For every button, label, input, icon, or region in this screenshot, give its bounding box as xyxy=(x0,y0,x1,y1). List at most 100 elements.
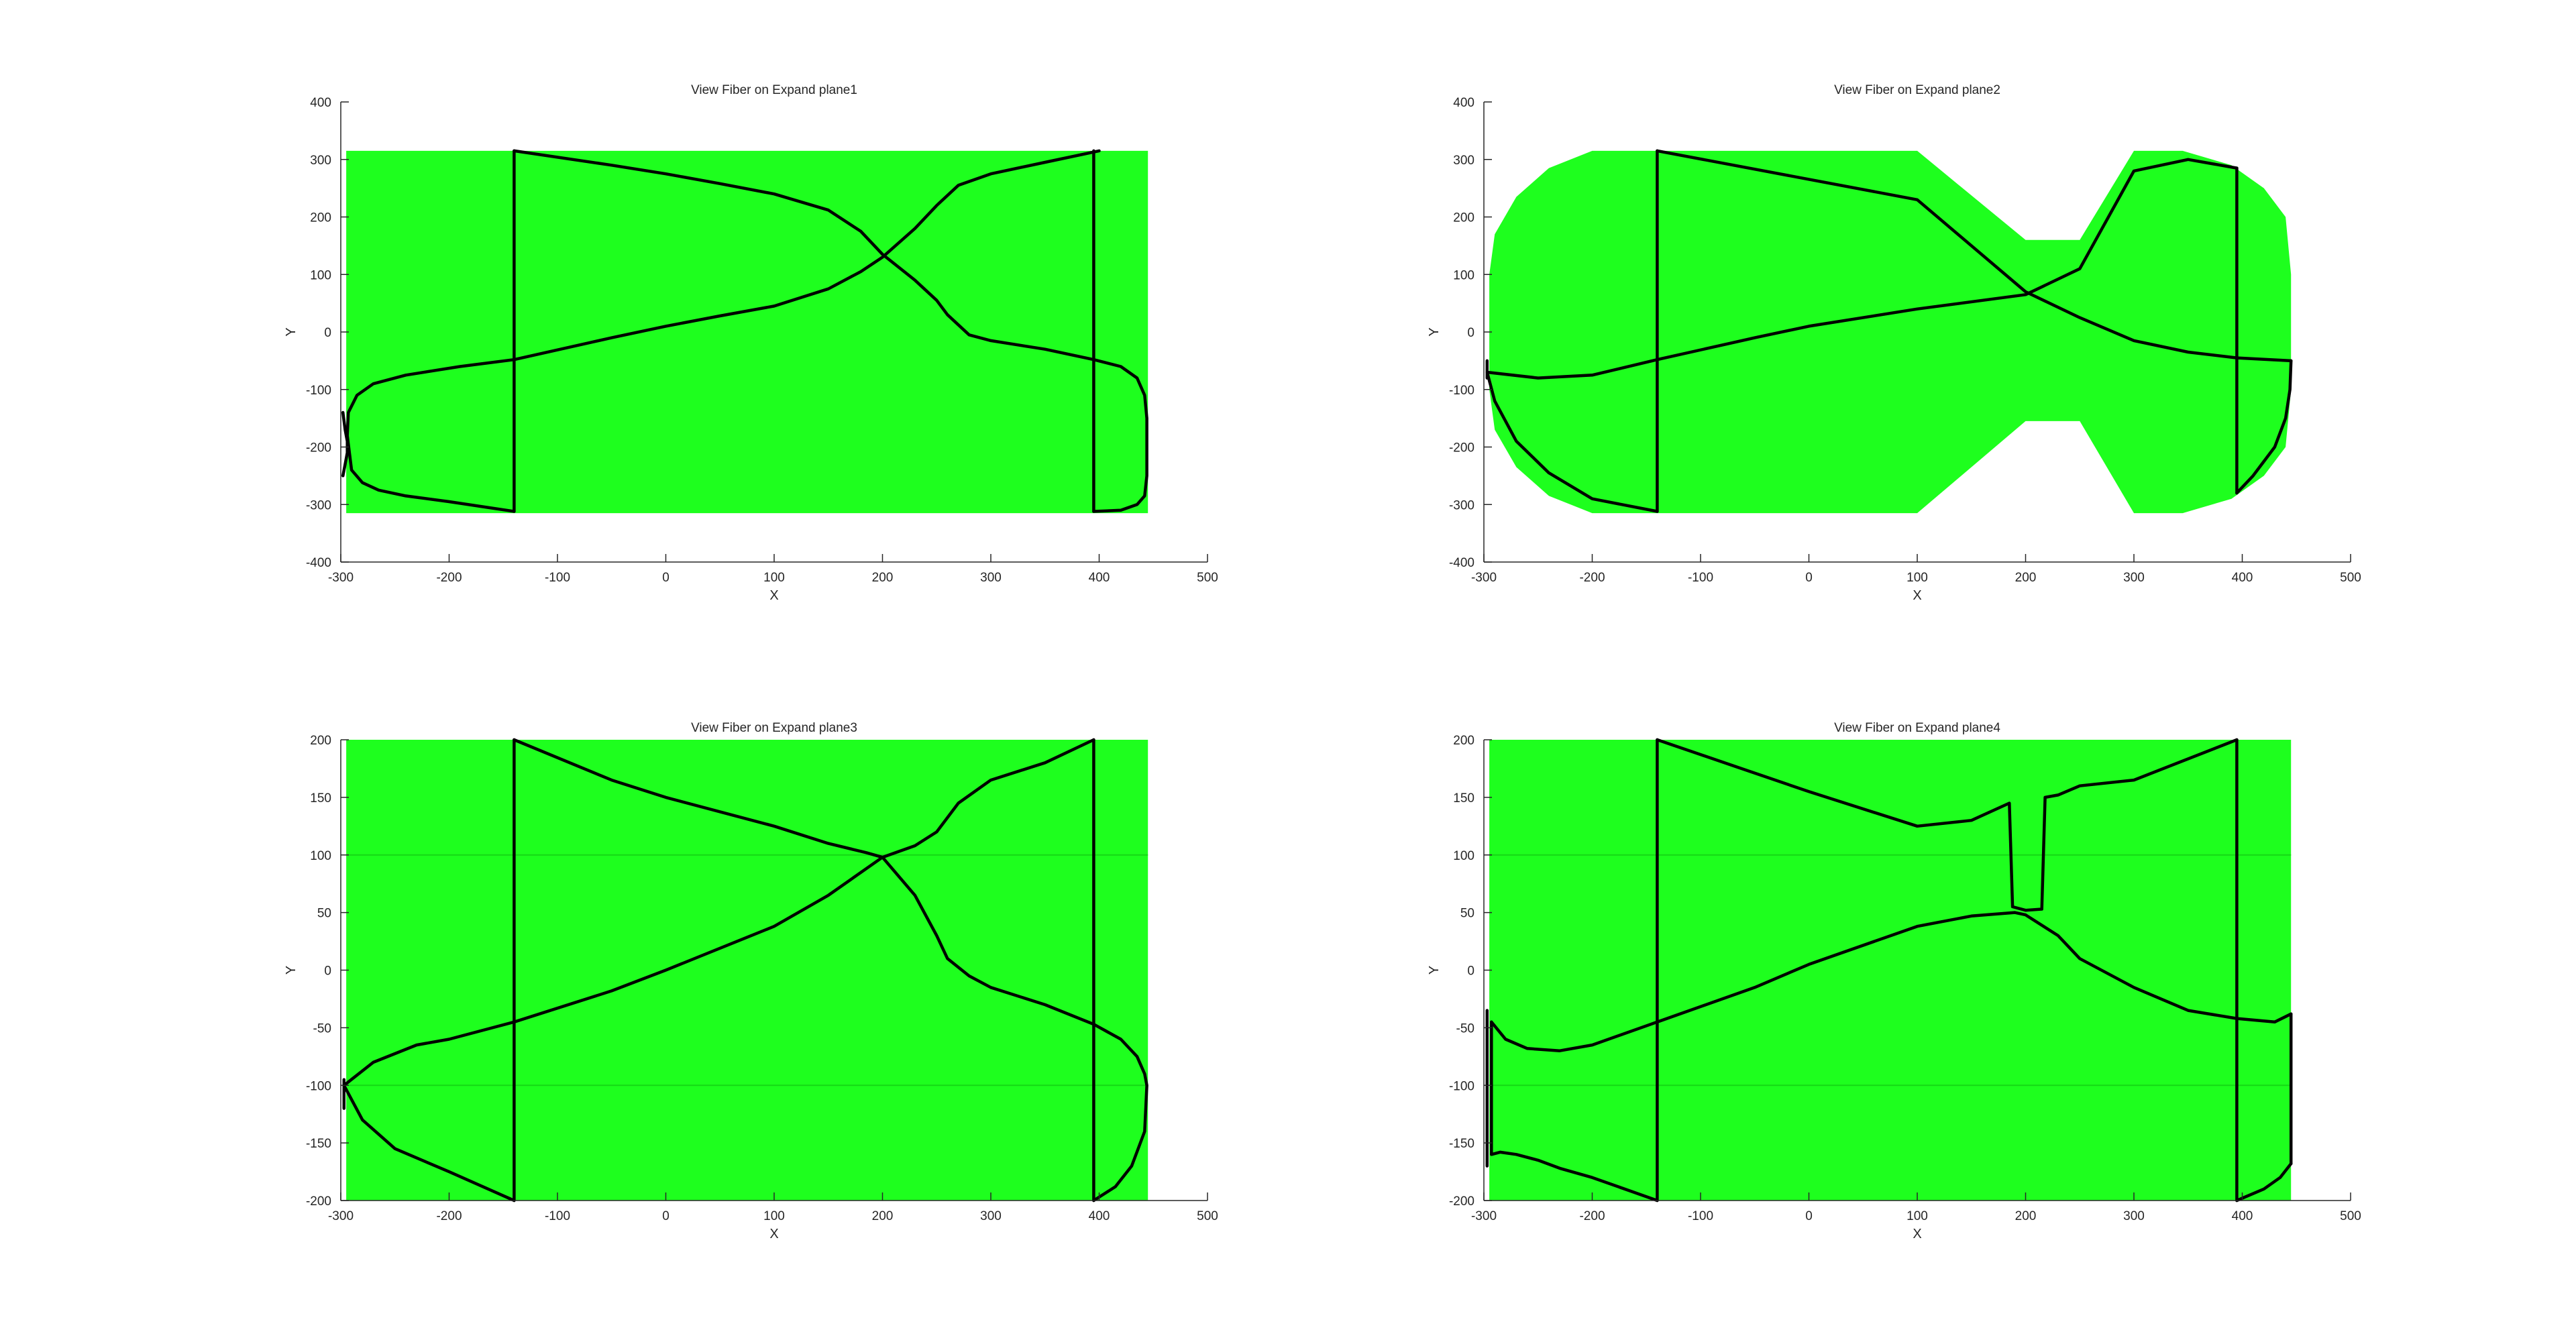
x-tick-label: 300 xyxy=(980,571,1002,585)
y-tick-label: 200 xyxy=(1453,211,1474,225)
y-tick-label: -200 xyxy=(1449,1194,1474,1209)
y-tick-label: -100 xyxy=(306,384,331,398)
y-tick-label: 0 xyxy=(324,326,331,340)
fiber-line xyxy=(513,149,1101,361)
fiber-line xyxy=(2235,359,2293,495)
x-tick-label: 200 xyxy=(872,1209,894,1223)
y-tick-label: -150 xyxy=(306,1137,331,1151)
x-tick-label: 200 xyxy=(2015,571,2037,585)
subplot-4-ylabel: Y xyxy=(1427,966,1442,975)
subplot-1-axes: -300 -200 -100 0 100 200 300 400 500-400-300-200… xyxy=(306,96,1218,585)
y-tick-label: -300 xyxy=(1449,498,1474,512)
subplot-2-ylabel: Y xyxy=(1427,327,1442,336)
subplot-4-series xyxy=(1485,738,2293,1203)
fiber-line xyxy=(1092,357,1148,513)
fiber-line xyxy=(1656,149,2293,363)
x-tick-label: 500 xyxy=(2340,1209,2361,1223)
x-tick-label: 100 xyxy=(1907,1209,1928,1223)
fiber-line xyxy=(1092,1022,1148,1203)
x-tick-label: 0 xyxy=(1805,1209,1813,1223)
y-tick-label: 0 xyxy=(1467,326,1474,340)
subplot-4-title: View Fiber on Expand plane4 xyxy=(1834,721,2000,735)
x-tick-label: -200 xyxy=(1579,571,1605,585)
subplot-4-axes: -300 -200 -100 0 100 200 300 400 500-200-150-100… xyxy=(1449,734,2361,1223)
y-tick-label: 50 xyxy=(1460,907,1474,921)
x-tick-label: 400 xyxy=(1089,1209,1110,1223)
x-tick-label: 0 xyxy=(662,1209,669,1223)
y-tick-label: 100 xyxy=(1453,268,1474,282)
y-tick-label: -100 xyxy=(1449,1079,1474,1093)
y-tick-label: -150 xyxy=(1449,1137,1474,1151)
x-tick-label: -300 xyxy=(328,1209,354,1223)
x-tick-label: 400 xyxy=(2232,571,2253,585)
y-tick-label: 100 xyxy=(1453,849,1474,863)
subplot-4-fill-region xyxy=(1489,740,2292,1201)
subplot-3-xlabel: X xyxy=(769,1227,778,1241)
subplot-1-ylabel: Y xyxy=(284,327,299,336)
subplot-2-axes: -300 -200 -100 0 100 200 300 400 500-400-300-200… xyxy=(1449,96,2361,585)
y-tick-label: -400 xyxy=(1449,556,1474,570)
x-tick-label: 100 xyxy=(763,571,785,585)
subplot-1-xlabel: X xyxy=(769,588,778,603)
fiber-line xyxy=(513,738,1095,1026)
x-tick-label: 500 xyxy=(1197,1209,1218,1223)
y-tick-label: -50 xyxy=(313,1021,331,1036)
y-tick-label: 150 xyxy=(1453,791,1474,805)
y-tick-label: 200 xyxy=(310,734,331,748)
subplot-1-fill-region xyxy=(346,150,1148,514)
subplot-3: -300 -200 -100 0 100 200 300 400 500-200-150-100… xyxy=(284,721,1218,1241)
y-tick-label: -100 xyxy=(306,1079,331,1093)
y-tick-label: 400 xyxy=(310,96,331,110)
x-tick-label: 200 xyxy=(872,571,894,585)
subplot-3-series xyxy=(342,738,1148,1203)
fiber-line xyxy=(2235,1162,2293,1203)
y-tick-label: -200 xyxy=(306,1194,331,1209)
subplot-1: -300 -200 -100 0 100 200 300 400 500-400-300-200… xyxy=(284,83,1218,603)
subplot-3-faint-lines xyxy=(346,854,1148,1087)
x-tick-label: 300 xyxy=(980,1209,1002,1223)
y-tick-label: -200 xyxy=(1449,441,1474,455)
x-tick-label: 500 xyxy=(1197,571,1218,585)
x-tick-label: 400 xyxy=(2232,1209,2253,1223)
y-tick-label: 0 xyxy=(1467,964,1474,979)
fiber-line xyxy=(513,149,1095,361)
x-tick-label: -300 xyxy=(1471,1209,1497,1223)
fiber-line xyxy=(342,738,1095,1087)
fiber-line xyxy=(1485,158,2239,380)
x-tick-label: -100 xyxy=(545,1209,570,1223)
y-tick-label: 0 xyxy=(324,964,331,979)
subplot-2-fill-region xyxy=(1489,150,2292,514)
subplot-3-axes: -300 -200 -100 0 100 200 300 400 500-200-150-100… xyxy=(306,734,1218,1223)
y-tick-label: 200 xyxy=(1453,734,1474,748)
x-tick-label: 500 xyxy=(2340,571,2361,585)
x-tick-label: -100 xyxy=(1688,1209,1713,1223)
y-tick-label: -300 xyxy=(306,498,331,512)
x-tick-label: 100 xyxy=(1907,571,1928,585)
y-tick-label: 300 xyxy=(310,154,331,168)
x-tick-label: -300 xyxy=(1471,571,1497,585)
x-tick-label: -200 xyxy=(1579,1209,1605,1223)
y-tick-label: 300 xyxy=(1453,154,1474,168)
fiber-line xyxy=(1490,911,2293,1052)
x-tick-label: 300 xyxy=(2123,571,2145,585)
x-tick-label: 300 xyxy=(2123,1209,2145,1223)
y-tick-label: 100 xyxy=(310,849,331,863)
y-tick-label: -50 xyxy=(1456,1021,1474,1036)
subplot-4: -300 -200 -100 0 100 200 300 400 500-200-150-100… xyxy=(1427,721,2361,1241)
x-tick-label: -200 xyxy=(436,571,462,585)
x-tick-label: -300 xyxy=(328,571,354,585)
y-tick-label: 200 xyxy=(310,211,331,225)
subplot-1-title: View Fiber on Expand plane1 xyxy=(691,83,857,97)
subplot-3-ylabel: Y xyxy=(284,966,299,975)
subplot-3-fill-region xyxy=(346,740,1148,1201)
fiber-line xyxy=(342,1084,516,1203)
subplot-2: -300 -200 -100 0 100 200 300 400 500-400-300-200… xyxy=(1427,83,2361,603)
y-tick-label: 100 xyxy=(310,268,331,282)
fiber-line xyxy=(1485,370,1659,513)
subplot-2-series xyxy=(1485,149,2293,513)
subplot-4-xlabel: X xyxy=(1913,1227,1921,1241)
fiber-line xyxy=(345,357,516,513)
x-tick-label: -100 xyxy=(1688,571,1713,585)
fiber-line xyxy=(1490,1150,1659,1203)
